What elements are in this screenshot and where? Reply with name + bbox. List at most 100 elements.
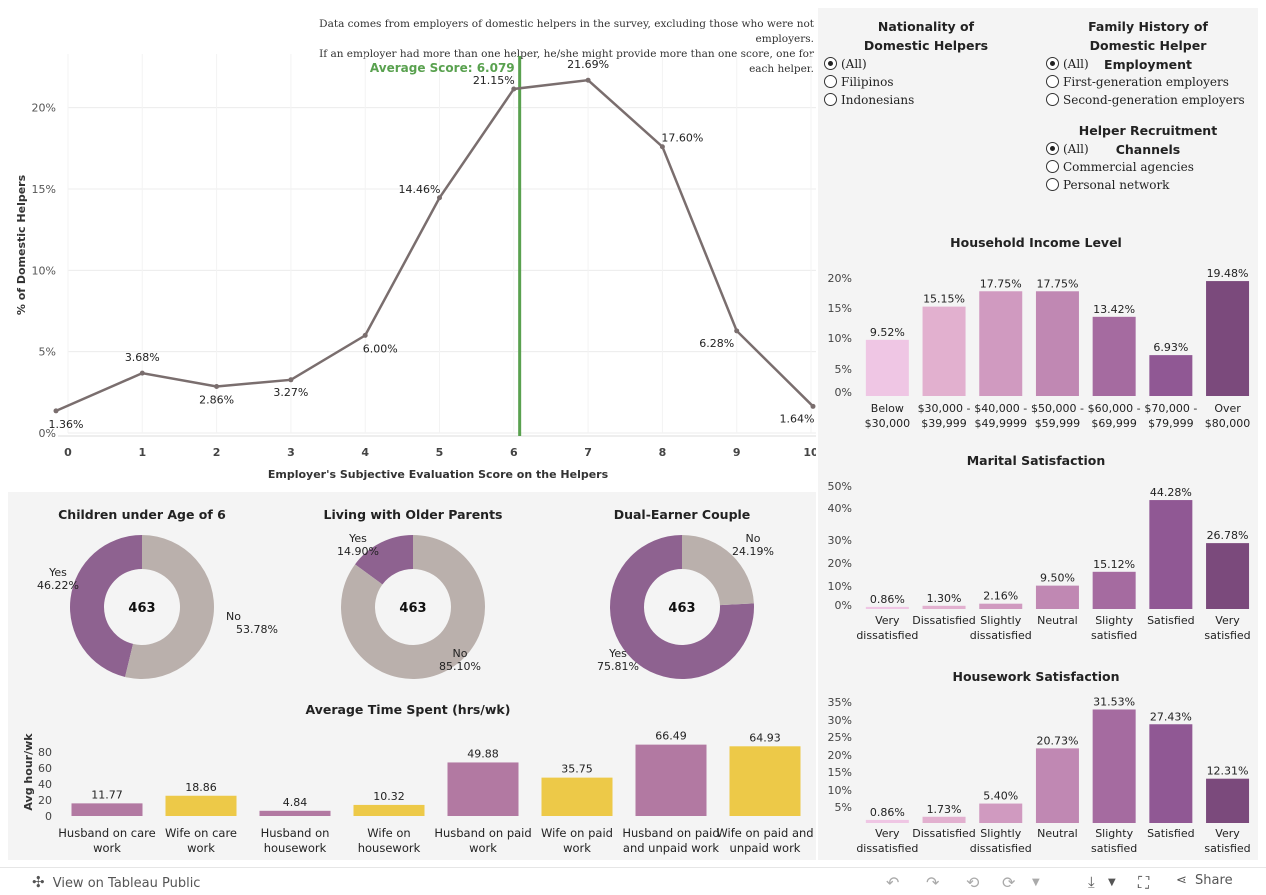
marital-bar [979,603,1023,609]
income-category-label: Below [871,402,904,415]
income-bar [865,339,909,396]
family-option-first-gen[interactable]: First-generation employers [1046,73,1229,91]
score-data-label: 6.00% [363,342,398,355]
refresh-icon[interactable]: ⟳ [1002,873,1016,892]
x-axis-title: Employer's Subjective Evaluation Score o… [268,468,609,481]
score-point [585,77,591,83]
x-tick-label: 10 [803,446,816,459]
score-point [734,328,740,334]
donut-slice-name: Yes [348,532,367,545]
download-dropdown-icon[interactable]: ▼ [1108,877,1116,888]
housework-category-label: Slightly [980,827,1021,840]
share-button[interactable]: ⋖ Share [1176,873,1233,888]
marital-bar [1206,543,1250,609]
time-y-tick-label: 40 [38,778,52,791]
donut-slice-no [682,535,754,606]
donut-slice-name: Yes [48,566,67,579]
housework-bar-label: 20.73% [1036,734,1078,747]
score-data-label: 6.28% [699,337,734,350]
income-category-label: $70,000 - [1144,402,1197,415]
income-category-label: $30,000 - [918,402,971,415]
marital-category-label: Dissatisfied [912,614,976,627]
marital-y-tick-label: 50% [828,480,852,493]
channel-option-label: Commercial agencies [1063,160,1194,174]
income-category-label: $30,000 [865,417,911,430]
marital-bar-label: 26.78% [1207,529,1249,542]
data-note: Data comes from employers of domestic he… [300,17,814,77]
income-category-label: $39,999 [921,417,967,430]
radio-icon [1046,75,1059,88]
revert-icon[interactable]: ⟲ [966,873,980,892]
channel-option-agencies[interactable]: Commercial agencies [1046,158,1194,176]
family-option-second-gen[interactable]: Second-generation employers [1046,91,1245,109]
marital-category-label: satisfied [1204,629,1250,642]
time-category-label: Wife on paid and [716,826,813,840]
right-panel [818,8,1258,860]
y-tick-label: 0% [39,427,56,440]
marital-category-label: dissatisfied [856,629,918,642]
x-tick-label: 2 [213,446,221,459]
score-data-label: 21.69% [567,58,609,71]
time-chart-title: Average Time Spent (hrs/wk) [306,702,511,717]
housework-bar [922,816,966,823]
score-point [810,403,816,409]
marital-y-tick-label: 20% [828,557,852,570]
marital-y-tick-label: 30% [828,534,852,547]
pause-dropdown-icon[interactable]: ▼ [1032,877,1040,888]
x-tick-label: 8 [659,446,667,459]
marital-category-label: Very [875,614,900,627]
view-on-tableau-label: View on Tableau Public [52,876,201,891]
housework-category-label: Very [875,827,900,840]
x-tick-label: 7 [584,446,592,459]
donut-slice-label: 14.90% [337,545,379,558]
housework-bar [1149,724,1193,823]
score-point [288,377,294,383]
marital-bar-label: 44.28% [1150,486,1192,499]
time-category-label: work [93,841,121,855]
income-bar-label: 17.75% [1036,277,1078,290]
score-data-label: 2.86% [199,393,234,406]
channel-option-all[interactable]: (All) [1046,140,1089,158]
redo-icon[interactable]: ↷ [926,873,940,892]
time-bar-label: 10.32 [373,790,405,803]
income-bar [1035,291,1079,396]
housework-bar-label: 1.73% [927,803,962,816]
score-point [511,86,517,92]
download-icon[interactable]: ⤓ [1088,873,1095,891]
marital-bar [1092,571,1136,609]
marital-category-label: Slightly [980,614,1021,627]
income-bar [1149,355,1193,396]
housework-y-tick-label: 5% [835,801,852,814]
time-bar [635,744,707,816]
undo-icon[interactable]: ↶ [886,873,900,892]
nationality-option-filipinos[interactable]: Filipinos [824,73,893,91]
income-bar-label: 9.52% [870,326,905,339]
y-tick-label: 5% [39,346,56,359]
view-on-tableau-link[interactable]: ✣ View on Tableau Public [32,873,200,891]
time-bar-label: 35.75 [561,763,593,776]
nationality-option-all[interactable]: (All) [824,55,867,73]
housework-bar-label: 27.43% [1150,710,1192,723]
family-option-all[interactable]: (All) [1046,55,1089,73]
score-data-label: 14.46% [399,183,441,196]
income-bar [1206,281,1250,396]
channel-option-network[interactable]: Personal network [1046,176,1169,194]
marital-category-label: Satisfied [1147,614,1195,627]
marital-category-label: satisfied [1091,629,1137,642]
housework-bar [1206,778,1250,823]
time-y-axis-title: Avg hour/wk [22,733,35,811]
time-category-label: unpaid work [730,841,801,855]
nationality-option-indonesians[interactable]: Indonesians [824,91,914,109]
time-bar-label: 18.86 [185,781,217,794]
housework-category-label: satisfied [1091,842,1137,855]
donut-center-count: 463 [399,601,426,616]
score-point [53,408,59,414]
radio-icon [1046,160,1059,173]
housework-bar [1035,748,1079,823]
donut-slice-label: 85.10% [439,660,481,673]
marital-bar-label: 1.30% [927,592,962,605]
fullscreen-icon[interactable]: ⛶ [1138,873,1150,892]
income-bar-label: 13.42% [1093,303,1135,316]
score-data-label: 21.15% [473,74,515,87]
income-bar-label: 17.75% [980,277,1022,290]
